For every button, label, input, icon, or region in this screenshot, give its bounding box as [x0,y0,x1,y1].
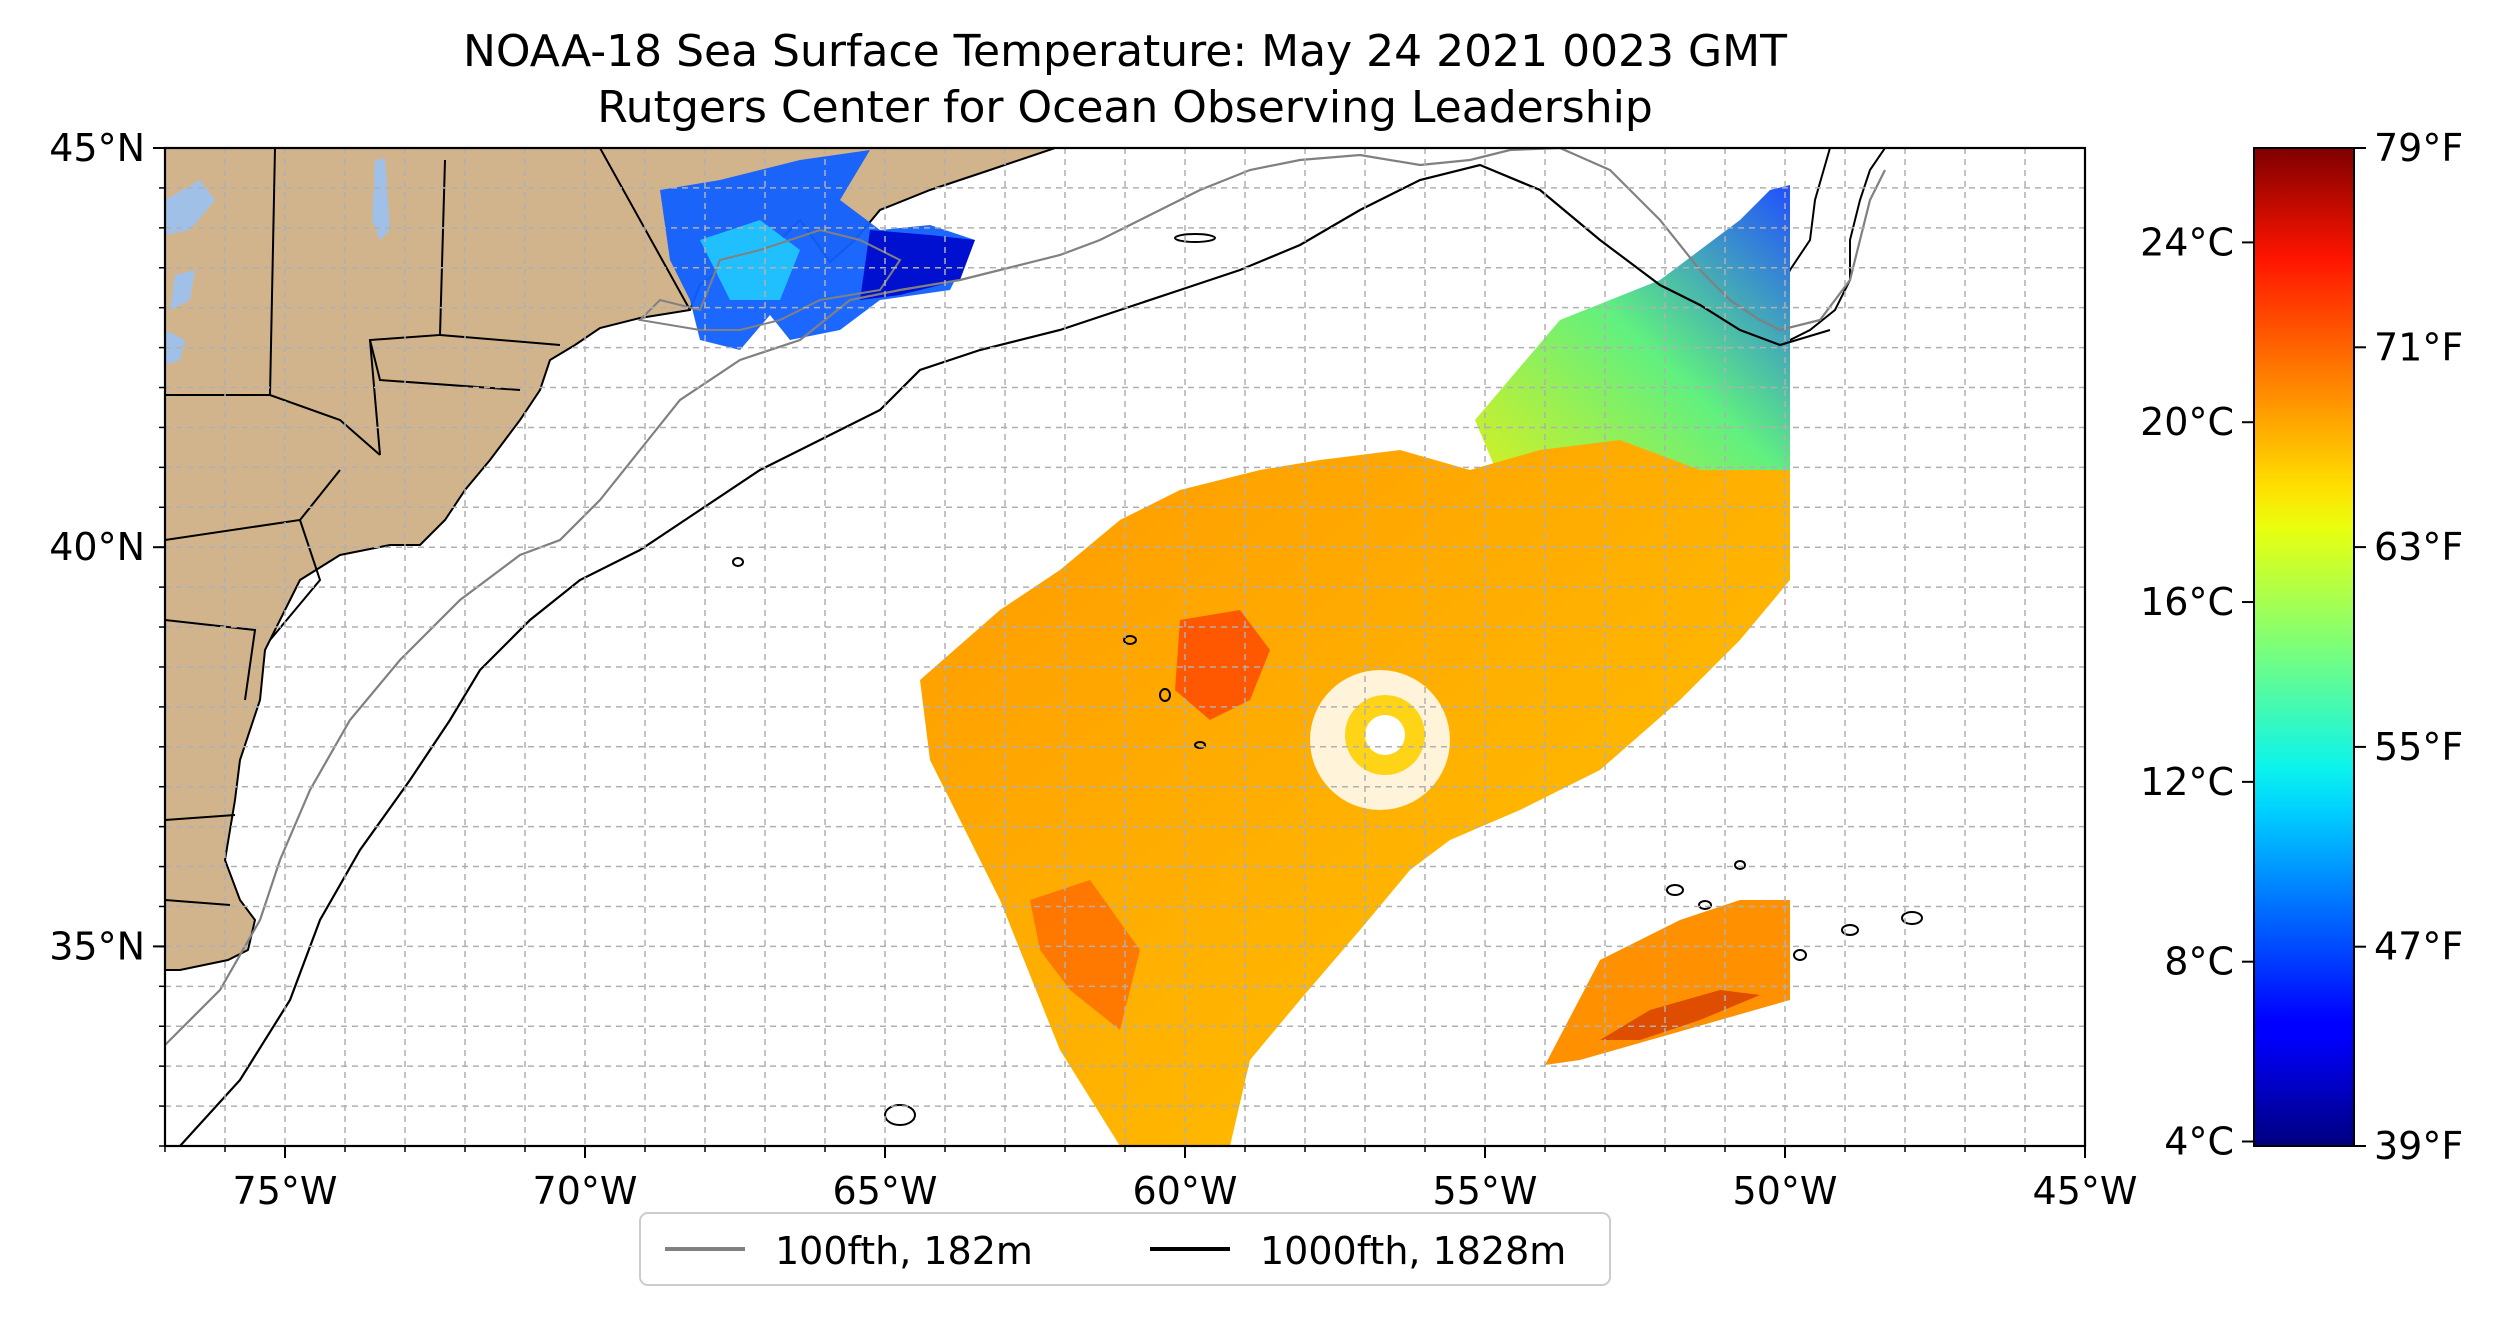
gridlines [165,148,2085,1146]
colorbar-fahrenheit-label: 47°F [2374,925,2463,969]
contour-100fth [165,148,1886,1046]
lon-tick-label: 75°W [233,1169,338,1213]
legend: 100fth, 182m 1000fth, 1828m [639,1212,1611,1286]
sst-south-east-red [1600,990,1760,1040]
contour-1000fth [179,163,1831,1146]
legend-box [639,1212,1611,1286]
sst-south-east [1545,900,1790,1065]
colorbar-celsius-label: 12°C [2140,760,2234,804]
colorbar-celsius-label: 4°C [2164,1120,2234,1164]
latitude-axis: 45°N 40°N 35°N [49,126,165,1147]
lat-tick-label: 40°N [49,525,145,569]
sst-storm-swirl [1310,670,1450,810]
colorbar-gradient [2253,147,2355,1147]
colorbar-celsius-label: 8°C [2164,940,2234,984]
colorbar-fahrenheit-label: 63°F [2374,525,2463,569]
sst-warm-core [1175,610,1270,720]
colorbar-fahrenheit-label: 79°F [2374,126,2463,170]
map-panel: 75°W 70°W 65°W 60°W 55°W 50°W 45°W 45°N 40°N 35°… [49,126,2137,1213]
lon-tick-label: 70°W [533,1169,638,1213]
colorbar-celsius-label: 24°C [2140,220,2234,264]
contour-100fth-inner [637,228,902,331]
lat-tick-label: 45°N [49,126,145,170]
lon-tick-label: 60°W [1133,1169,1238,1213]
colorbar-fahrenheit-ticks: 39°F 47°F 55°F 63°F 71°F 79°F [2354,126,2463,1168]
legend-label-100fth: 100fth, 182m [775,1229,1033,1273]
lakes [165,158,390,365]
bathymetry [165,148,1923,1146]
lon-tick-label: 65°W [833,1169,938,1213]
sst-warm-band [1030,880,1140,1030]
lon-tick-label: 55°W [1433,1169,1538,1213]
colorbar-fahrenheit-label: 39°F [2374,1124,2463,1168]
land-newfoundland-edge [1763,148,1887,347]
lon-tick-label: 50°W [1733,1169,1838,1213]
map-title: NOAA-18 Sea Surface Temperature: May 24 … [463,26,1787,77]
sst-north-east [1475,185,1790,480]
sst-gulf-of-maine-cyan [700,220,800,300]
legend-label-1000fth: 1000fth, 1828m [1260,1229,1566,1273]
colorbar-celsius-label: 20°C [2140,400,2234,444]
lon-tick-label: 45°W [2033,1169,2138,1213]
sst-data [660,150,1790,1146]
lat-tick-label: 35°N [49,924,145,968]
colorbar-fahrenheit-label: 71°F [2374,325,2463,369]
colorbar-fahrenheit-label: 55°F [2374,725,2463,769]
colorbar-celsius-label: 16°C [2140,580,2234,624]
map-subtitle: Rutgers Center for Ocean Observing Leade… [597,82,1653,133]
colorbar: 4°C 8°C 12°C 16°C 20°C 24°C 39°F 47°F 55°F 63°F 7… [2140,126,2463,1168]
colorbar-celsius-ticks: 4°C 8°C 12°C 16°C 20°C 24°C [2140,220,2254,1164]
state-borders [165,148,691,906]
longitude-axis: 75°W 70°W 65°W 60°W 55°W 50°W 45°W [164,1146,2138,1213]
